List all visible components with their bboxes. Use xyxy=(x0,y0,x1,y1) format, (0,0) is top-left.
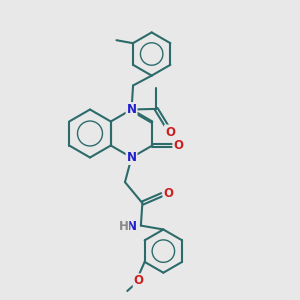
Text: O: O xyxy=(173,139,184,152)
Text: N: N xyxy=(127,220,137,233)
Text: O: O xyxy=(134,274,144,287)
Text: N: N xyxy=(127,103,136,116)
Text: N: N xyxy=(127,151,136,164)
Text: O: O xyxy=(165,125,175,139)
Text: H: H xyxy=(118,220,128,233)
Text: O: O xyxy=(164,187,173,200)
